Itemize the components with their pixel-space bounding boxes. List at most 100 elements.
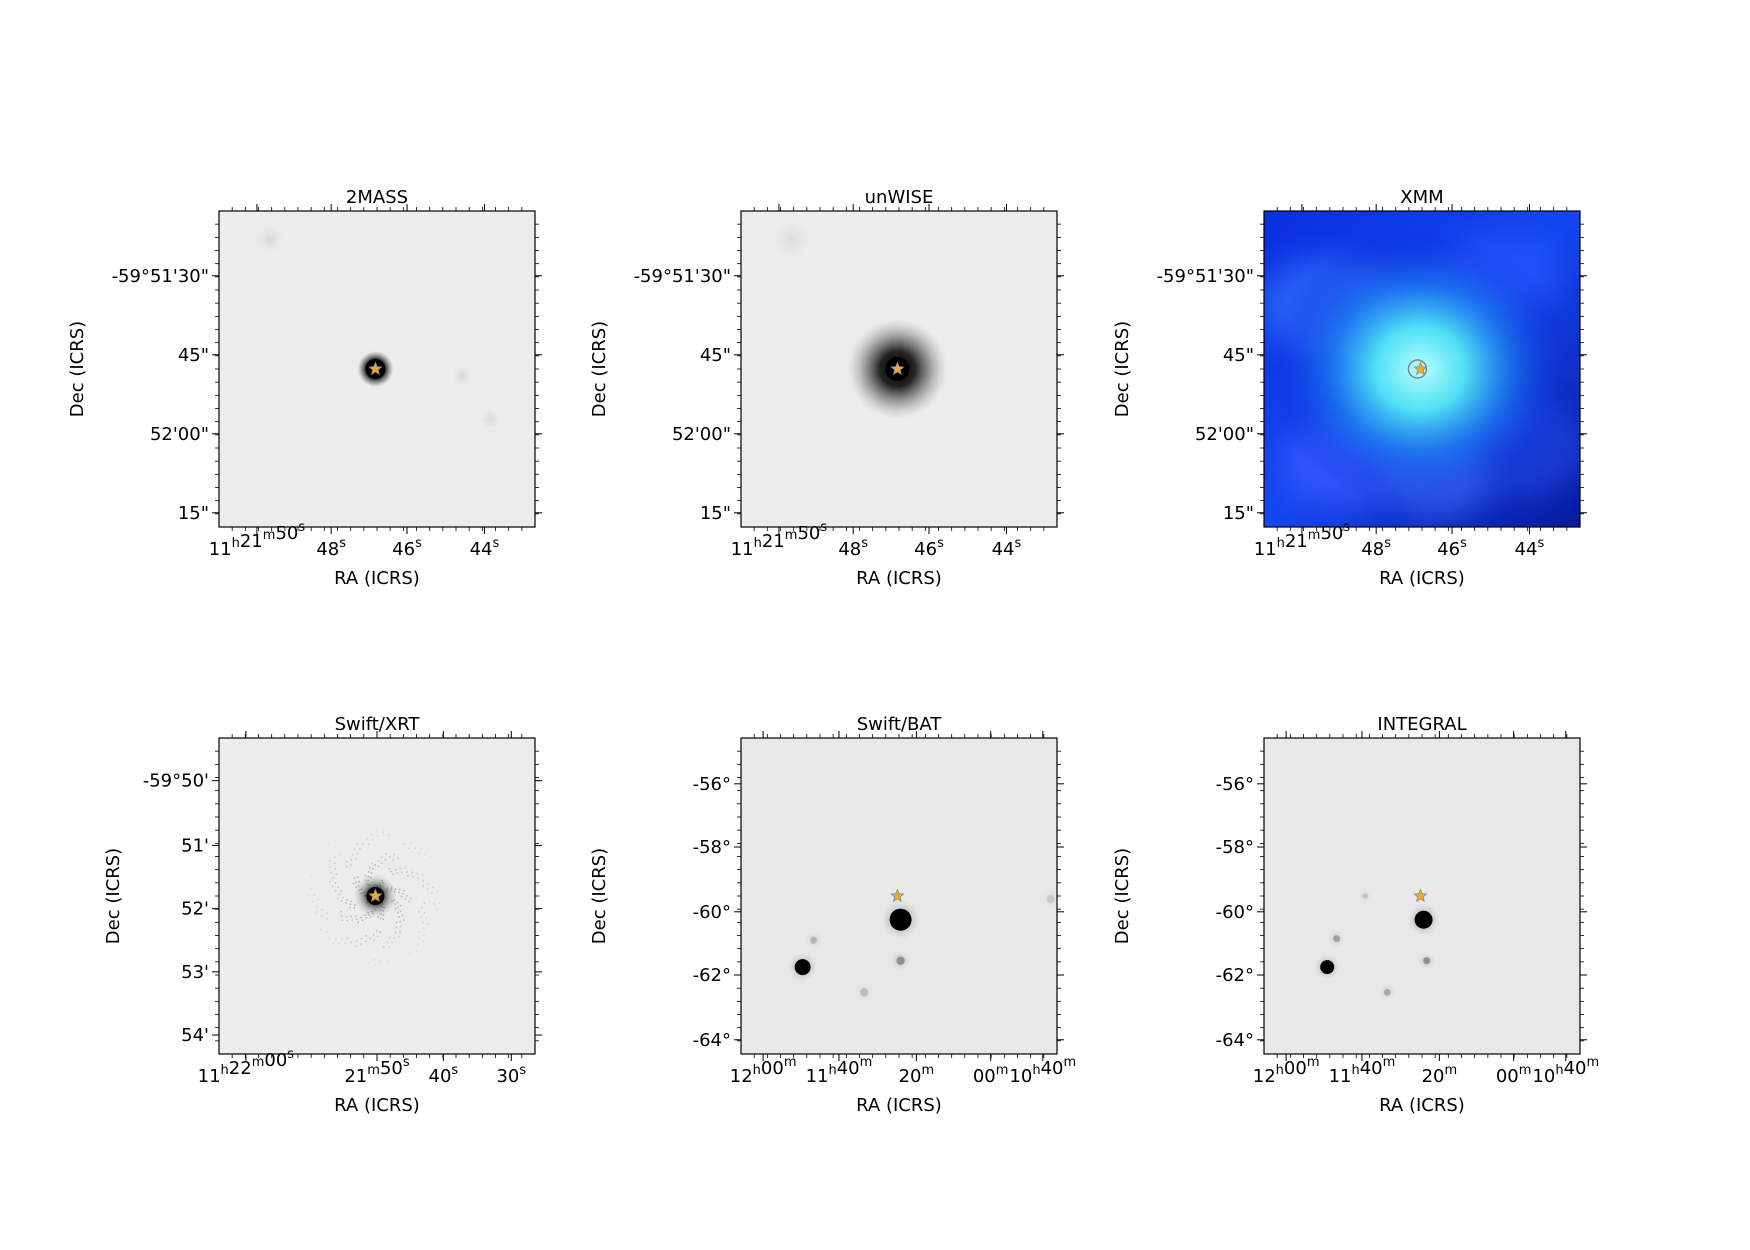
photon-event <box>353 904 356 906</box>
photon-event <box>417 852 420 855</box>
photon-event <box>359 847 361 850</box>
photon-event <box>373 958 375 961</box>
image-gray-field <box>1264 738 1580 1054</box>
photon-event <box>374 964 376 966</box>
photon-event <box>361 919 364 921</box>
photon-event <box>398 916 400 918</box>
image-gray-point <box>219 211 535 527</box>
photon-event <box>329 866 331 868</box>
photon-event <box>380 862 383 864</box>
panel-xmm: 11h21m50s 48s 46s 44s -59°51'30" 45" 52'00" 15"… <box>1112 187 1587 589</box>
panel-title: Swift/BAT <box>857 714 943 735</box>
photon-event <box>349 903 352 906</box>
photon-event <box>350 900 353 903</box>
field-source <box>1423 957 1431 965</box>
photon-event <box>427 923 429 925</box>
photon-event <box>319 928 322 931</box>
photon-event <box>356 853 359 855</box>
panel-title: XMM <box>1400 187 1443 208</box>
y-axis-label: Dec (ICRS) <box>1112 321 1133 417</box>
field-source <box>794 959 811 976</box>
photon-event <box>398 891 400 893</box>
photon-event <box>388 946 391 949</box>
photon-event <box>422 940 425 942</box>
x-axis-label: RA (ICRS) <box>1379 568 1465 589</box>
photon-event <box>332 877 334 879</box>
y-tick-label: -58° <box>693 837 731 858</box>
y-tick-label: 52'00" <box>1195 424 1254 445</box>
photon-event <box>423 933 425 936</box>
photon-event <box>357 921 360 923</box>
photon-event <box>355 940 358 942</box>
photon-event <box>334 868 337 870</box>
photon-event <box>427 849 429 851</box>
photon-event <box>407 847 410 850</box>
photon-event <box>388 936 391 939</box>
photon-event <box>351 853 354 856</box>
y-tick-label: -60° <box>1216 902 1254 923</box>
photon-event <box>422 921 424 924</box>
y-tick-label: 52' <box>181 899 209 920</box>
photon-event <box>403 919 405 921</box>
x-axis-label: RA (ICRS) <box>1379 1095 1465 1116</box>
field-source <box>1362 893 1368 899</box>
photon-event <box>399 920 401 923</box>
photon-event <box>340 900 343 902</box>
photon-event <box>427 882 429 885</box>
photon-event <box>316 905 319 907</box>
photon-event <box>404 898 407 900</box>
y-tick-label: 52'00" <box>150 424 209 445</box>
photon-event <box>370 833 373 836</box>
photon-event <box>371 862 373 865</box>
panel-title: 2MASS <box>346 187 408 208</box>
photon-event <box>308 895 310 897</box>
y-tick-label: 15" <box>178 503 209 524</box>
y-tick-label: -59°51'30" <box>634 266 731 287</box>
photon-event <box>349 906 351 909</box>
field-source <box>810 936 818 944</box>
photon-event <box>353 877 356 879</box>
photon-event <box>432 886 434 889</box>
photon-event <box>353 848 356 850</box>
field-source <box>896 956 905 965</box>
photon-event <box>330 871 333 874</box>
photon-event <box>406 871 408 873</box>
x-tick-label: 12h00m <box>1253 1055 1320 1087</box>
photon-event <box>380 856 383 859</box>
y-tick-label: -56° <box>693 774 731 795</box>
photon-event <box>422 879 424 882</box>
photon-event <box>350 864 352 866</box>
y-tick-label: -64° <box>1216 1030 1254 1051</box>
photon-event <box>360 916 362 919</box>
photon-event <box>345 915 348 918</box>
panel-title: unWISE <box>865 187 934 208</box>
field-source <box>1046 894 1055 904</box>
photon-event <box>375 930 378 932</box>
y-axis-label: Dec (ICRS) <box>589 848 610 944</box>
image-blue <box>1264 211 1580 527</box>
photon-event <box>373 939 375 942</box>
field-source-halo <box>1378 983 1397 1002</box>
photon-event <box>420 848 423 850</box>
photon-event <box>335 873 338 876</box>
photon-event <box>342 896 344 899</box>
y-axis-label: Dec (ICRS) <box>103 848 124 944</box>
photon-event <box>340 915 343 917</box>
y-tick-label: -59°50' <box>143 771 209 792</box>
faint-source <box>773 221 810 258</box>
photon-event <box>334 937 337 940</box>
image-gray-xrt <box>219 738 535 1054</box>
panel-swift-xrt: 11h22m00s 21m50s 40s 30s -59°50' 51' 52' 53' 54'… <box>103 714 542 1116</box>
photon-event <box>331 885 334 888</box>
image-gray-glow <box>741 211 1057 527</box>
y-tick-label: 45" <box>1223 345 1254 366</box>
photon-event <box>369 937 371 940</box>
photon-event <box>403 889 405 892</box>
photon-event <box>396 911 399 914</box>
photon-event <box>340 890 342 892</box>
photon-event <box>361 965 363 967</box>
photon-event <box>401 914 404 917</box>
field-source-halo <box>1327 929 1346 948</box>
photon-event <box>436 908 438 911</box>
photon-event <box>337 886 339 888</box>
